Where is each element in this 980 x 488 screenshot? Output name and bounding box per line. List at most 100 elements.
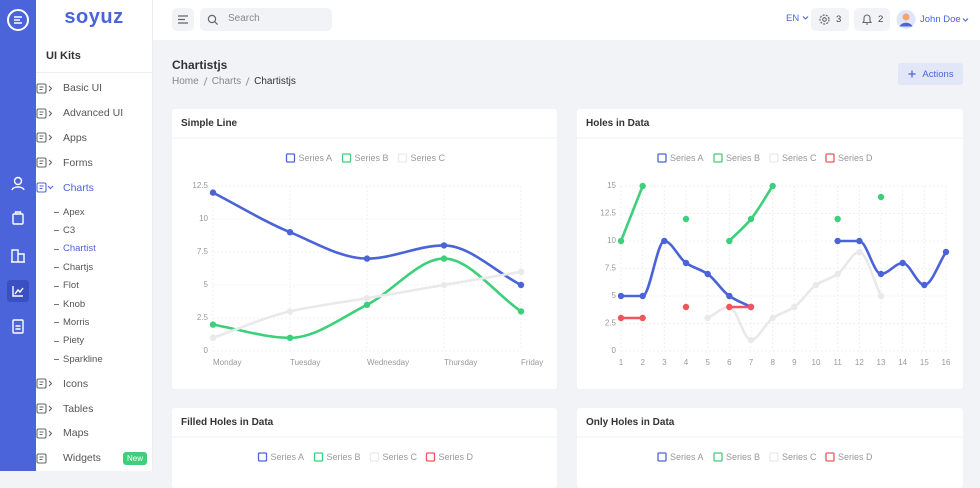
menu-item[interactable]: Advanced UI xyxy=(36,101,152,126)
logo[interactable]: soyuz xyxy=(64,6,124,28)
submenu-dash xyxy=(54,267,59,269)
search-placeholder: Search xyxy=(228,13,260,24)
legend-swatch[interactable] xyxy=(341,153,352,163)
submenu-item[interactable]: Morris xyxy=(36,313,152,331)
data-point xyxy=(363,255,371,262)
menu-item[interactable]: Maps xyxy=(36,421,152,446)
legend-label[interactable]: Series B xyxy=(327,452,361,462)
x-tick-label: 10 xyxy=(812,358,821,367)
building-icon[interactable] xyxy=(11,249,25,263)
user-icon[interactable] xyxy=(13,176,23,186)
settings-button[interactable]: 3 xyxy=(811,8,849,31)
legend-swatch[interactable] xyxy=(713,153,723,163)
sidebar: soyuz UI Kits Basic UI Advanced UI Apps For… xyxy=(36,0,153,471)
y-tick-label: 5 xyxy=(204,280,209,289)
x-tick-label: 4 xyxy=(684,358,689,367)
actions-button[interactable]: Actions xyxy=(898,63,963,85)
submenu-item[interactable]: Chartjs xyxy=(36,258,152,276)
submenu-item[interactable]: Sparkline xyxy=(36,350,152,368)
series-line xyxy=(619,239,948,309)
legend-label[interactable]: Series B xyxy=(726,452,760,462)
chart-icon[interactable] xyxy=(12,286,24,297)
legend-swatch[interactable] xyxy=(769,153,779,163)
legend-swatch[interactable] xyxy=(313,452,324,462)
legend-label[interactable]: Series B xyxy=(355,153,389,163)
menu-label: Apps xyxy=(63,131,87,144)
legend-label[interactable]: Series B xyxy=(726,153,760,163)
breadcrumb-item[interactable]: Charts xyxy=(211,76,242,87)
data-point xyxy=(704,314,711,322)
menu-item[interactable]: Tables xyxy=(36,396,152,421)
bag-icon[interactable] xyxy=(12,213,24,225)
submenu-item[interactable]: Apex xyxy=(36,203,152,221)
data-point xyxy=(286,308,294,315)
breadcrumb-item[interactable]: Home xyxy=(172,76,199,87)
x-tick-label: Tuesday xyxy=(290,358,320,367)
legend-swatch[interactable] xyxy=(285,153,296,163)
legend-label[interactable]: Series C xyxy=(782,452,817,462)
legend-label[interactable]: Series D xyxy=(838,452,873,462)
x-tick-label: Wednesday xyxy=(367,358,409,367)
legend-label[interactable]: Series D xyxy=(439,452,474,462)
breadcrumb: Home Charts Chartistjs xyxy=(172,76,296,87)
menu-item[interactable]: Basic UI xyxy=(36,76,152,101)
language-selector[interactable]: EN xyxy=(786,13,809,24)
menu-item[interactable]: Widgets New xyxy=(36,446,152,471)
data-point xyxy=(517,308,525,315)
legend-swatch[interactable] xyxy=(657,153,667,163)
legend-swatch[interactable] xyxy=(425,452,436,462)
legend-label[interactable]: Series C xyxy=(411,153,446,163)
legend-swatch[interactable] xyxy=(825,153,835,163)
menu-icon-detail xyxy=(39,111,44,115)
legend-label[interactable]: Series A xyxy=(299,153,333,163)
gear-icon xyxy=(819,14,830,25)
legend-label[interactable]: Series A xyxy=(670,452,704,462)
submenu-dash xyxy=(54,211,59,213)
legend-swatch[interactable] xyxy=(397,153,408,163)
chevron xyxy=(48,405,53,412)
legend-swatch[interactable] xyxy=(369,452,380,462)
menu-item[interactable]: Charts xyxy=(36,175,152,200)
submenu-label: C3 xyxy=(63,225,76,237)
y-tick-label: 12.5 xyxy=(600,209,616,218)
y-tick-label: 10 xyxy=(199,214,208,223)
menu-item[interactable]: Apps xyxy=(36,126,152,151)
chart: Filled Holes in Data Series A Series B Seri… xyxy=(172,417,557,462)
legend-swatch[interactable] xyxy=(769,452,779,462)
submenu-item[interactable]: Piety xyxy=(36,332,152,350)
menu-item[interactable]: Forms xyxy=(36,150,152,175)
submenu-item[interactable]: Knob xyxy=(36,295,152,313)
legend-swatch[interactable] xyxy=(657,452,667,462)
menu-item[interactable]: Icons xyxy=(36,372,152,397)
menu-icon-detail xyxy=(39,381,44,386)
legend-label[interactable]: Series C xyxy=(782,153,817,163)
card-title: Holes in Data xyxy=(586,118,650,129)
document-icon[interactable] xyxy=(12,319,24,334)
submenu-label: Morris xyxy=(63,317,90,329)
chevron xyxy=(48,85,53,92)
submenu-item[interactable]: Flot xyxy=(36,277,152,295)
legend-label[interactable]: Series A xyxy=(271,452,305,462)
submenu-item[interactable]: Chartist xyxy=(36,240,152,258)
data-point xyxy=(877,292,885,300)
legend-swatch[interactable] xyxy=(257,452,268,462)
user-menu[interactable]: John Doe xyxy=(896,9,978,31)
data-point xyxy=(856,237,863,245)
legend-label[interactable]: Series D xyxy=(838,153,873,163)
menu-icon-detail xyxy=(39,456,44,460)
submenu-item[interactable]: C3 xyxy=(36,221,152,239)
search-box[interactable]: Search xyxy=(200,8,332,31)
chevron-path xyxy=(802,16,809,20)
legend-label[interactable]: Series C xyxy=(383,452,418,462)
menu-toggle[interactable] xyxy=(172,8,194,31)
menu-icon-detail xyxy=(39,431,44,435)
submenu-label: Knob xyxy=(63,298,86,310)
data-point xyxy=(747,336,755,344)
notifications-button[interactable]: 2 xyxy=(854,8,890,31)
submenu-label: Piety xyxy=(63,335,85,347)
legend-swatch[interactable] xyxy=(825,452,835,462)
legend-swatch[interactable] xyxy=(713,452,723,462)
menu-icon xyxy=(36,83,47,94)
menu-icon-detail xyxy=(39,406,44,411)
legend-label[interactable]: Series A xyxy=(670,153,704,163)
